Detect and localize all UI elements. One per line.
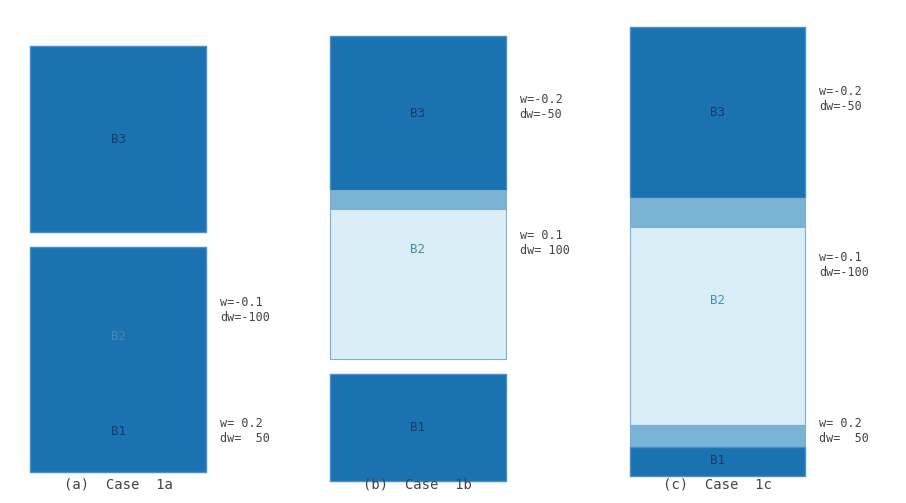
Text: w=-0.1
dw=-100: w=-0.1 dw=-100 <box>819 251 869 279</box>
Text: (b)  Case  1b: (b) Case 1b <box>363 477 472 491</box>
FancyBboxPatch shape <box>330 374 506 481</box>
FancyBboxPatch shape <box>330 190 506 209</box>
Text: (a)  Case  1a: (a) Case 1a <box>63 477 173 491</box>
Text: B1: B1 <box>710 454 725 467</box>
FancyBboxPatch shape <box>31 280 206 472</box>
Text: B2: B2 <box>710 294 725 307</box>
FancyBboxPatch shape <box>31 263 206 280</box>
FancyBboxPatch shape <box>630 227 805 425</box>
FancyBboxPatch shape <box>630 198 805 227</box>
Text: w=-0.2
dw=-50: w=-0.2 dw=-50 <box>819 85 863 113</box>
Text: B1: B1 <box>410 421 426 434</box>
FancyBboxPatch shape <box>630 425 805 447</box>
Text: B3: B3 <box>410 107 426 120</box>
FancyBboxPatch shape <box>31 46 206 232</box>
Text: B2: B2 <box>410 243 426 256</box>
FancyBboxPatch shape <box>31 246 206 472</box>
Text: w=-0.1
dw=-100: w=-0.1 dw=-100 <box>220 296 270 323</box>
Text: w= 0.1
dw= 100: w= 0.1 dw= 100 <box>520 229 570 257</box>
FancyBboxPatch shape <box>630 27 805 198</box>
Text: w= 0.2
dw=  50: w= 0.2 dw= 50 <box>220 417 270 445</box>
Text: B1: B1 <box>111 425 126 438</box>
Text: w=-0.2
dw=-50: w=-0.2 dw=-50 <box>520 94 563 121</box>
Text: B3: B3 <box>111 132 126 145</box>
FancyBboxPatch shape <box>630 447 805 476</box>
Text: B2: B2 <box>111 330 126 343</box>
Text: w= 0.2
dw=  50: w= 0.2 dw= 50 <box>819 417 869 446</box>
Text: B3: B3 <box>710 106 725 119</box>
FancyBboxPatch shape <box>330 209 506 359</box>
FancyBboxPatch shape <box>330 36 506 191</box>
Text: (c)  Case  1c: (c) Case 1c <box>663 477 772 491</box>
